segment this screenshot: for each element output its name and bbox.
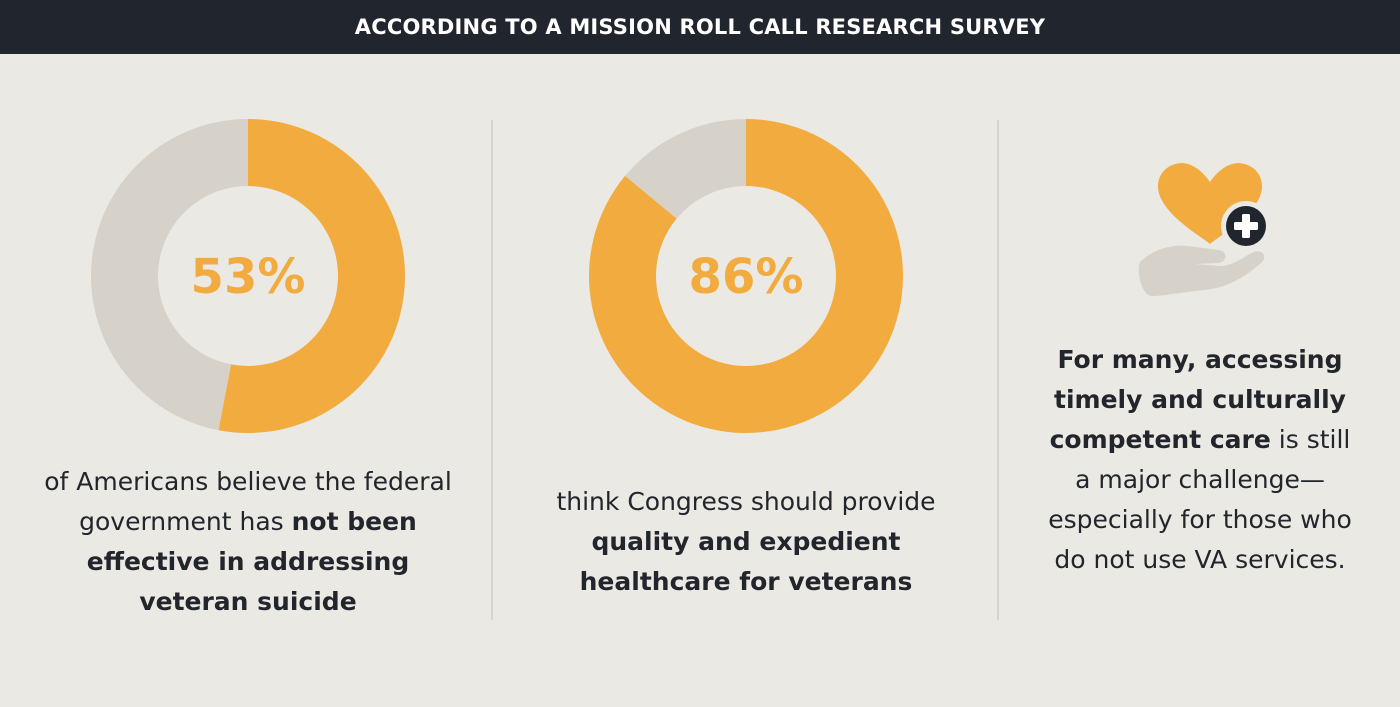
column-divider-2 — [997, 120, 999, 620]
donut-1-value-segment — [218, 119, 406, 433]
info-panel-text-bold: For many, accessing timely and culturall… — [1049, 345, 1346, 454]
donut-1-track-segment — [91, 119, 248, 431]
donut-1-caption: of Americans believe the federal governm… — [30, 462, 466, 622]
plus-icon-horizontal — [1234, 222, 1258, 230]
donut-2-caption-plain: think Congress should provide — [556, 487, 936, 516]
donut-2-center-label: 86% — [689, 249, 804, 305]
header-title: ACCORDING TO A MISSION ROLL CALL RESEARC… — [354, 15, 1046, 39]
donut-chart-2-svg: 86% — [588, 119, 903, 434]
heart-hand-plus-icon — [1132, 158, 1282, 308]
donut-chart-1: 53% — [90, 118, 406, 434]
donut-1-center-label: 53% — [191, 249, 306, 305]
donut-chart-2: 86% — [588, 118, 904, 434]
header-banner: ACCORDING TO A MISSION ROLL CALL RESEARC… — [0, 0, 1400, 54]
donut-2-value-segment — [588, 119, 903, 434]
info-panel-text: For many, accessing timely and culturall… — [1040, 340, 1360, 580]
donut-2-caption-bold: quality and expedient healthcare for vet… — [579, 527, 913, 596]
donut-1-caption-plain: of Americans believe the federal governm… — [44, 467, 452, 536]
hand-icon — [1138, 245, 1265, 296]
heart-hand-plus-icon-svg — [1138, 163, 1271, 296]
donut-chart-1-svg: 53% — [91, 119, 406, 433]
donut-2-track-segment — [625, 119, 746, 219]
donut-1-caption-bold: not been effective in addressing veteran… — [86, 507, 417, 616]
info-panel-text-plain: is still a major challenge—especially fo… — [1048, 425, 1352, 574]
donut-2-caption: think Congress should provide quality an… — [536, 482, 956, 602]
column-divider-1 — [491, 120, 493, 620]
